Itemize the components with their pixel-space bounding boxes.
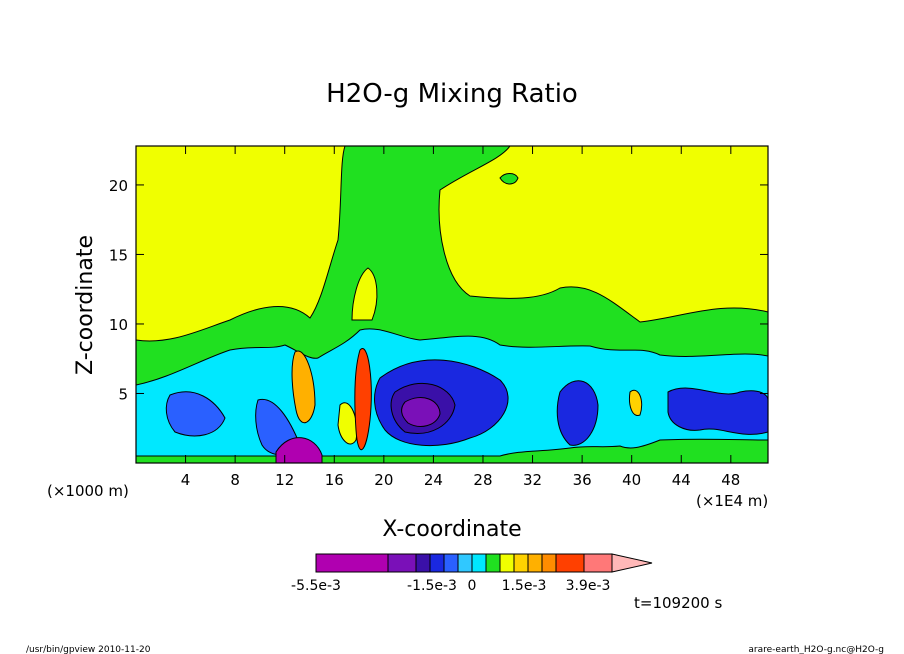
x-tick-label: 24 bbox=[424, 471, 443, 489]
colorbar-swatch bbox=[583, 553, 613, 573]
x-tick-label: 8 bbox=[230, 471, 240, 489]
colorbar-label: 0 bbox=[468, 578, 477, 594]
x-tick-label: 4 bbox=[181, 471, 191, 489]
x-tick-label: 20 bbox=[374, 471, 393, 489]
contour-region-purple-base bbox=[275, 437, 323, 463]
footer-left: /usr/bin/gpview 2010-11-20 bbox=[26, 645, 151, 654]
x-tick-label: 36 bbox=[573, 471, 592, 489]
colorbar-swatch bbox=[499, 553, 515, 573]
chart-title: H2O-g Mixing Ratio bbox=[326, 79, 578, 109]
contour-region-blue-36 bbox=[556, 380, 599, 446]
x-tick-label: 32 bbox=[523, 471, 542, 489]
x-axis: 4 8 12 16 20 24 28 32 36 40 44 48 bbox=[181, 146, 740, 489]
contour-region-purple-center bbox=[401, 397, 441, 427]
time-annotation: t=109200 s bbox=[634, 594, 722, 612]
colorbar-swatch bbox=[429, 553, 445, 573]
colorbar-swatch bbox=[457, 553, 473, 573]
x-unit-label-secondary: (×1E4 m) bbox=[696, 492, 768, 510]
colorbar-swatch bbox=[555, 553, 585, 573]
colorbar-swatch bbox=[443, 553, 459, 573]
y-axis-title: Z-coordinate bbox=[73, 235, 98, 375]
x-tick-label: 40 bbox=[622, 471, 641, 489]
colorbar-swatch bbox=[513, 553, 529, 573]
colorbar-swatch bbox=[387, 553, 417, 573]
y-tick-label: 15 bbox=[109, 246, 128, 264]
colorbar-swatch bbox=[415, 553, 431, 573]
colorbar-swatch bbox=[315, 553, 389, 573]
colorbar-swatch bbox=[485, 553, 501, 573]
colorbar-swatch bbox=[527, 553, 543, 573]
x-tick-label: 48 bbox=[721, 471, 740, 489]
x-tick-label: 44 bbox=[672, 471, 691, 489]
y-tick-label: 5 bbox=[118, 385, 128, 403]
contour-region-yellow-island bbox=[351, 267, 378, 321]
contour-region-red-core bbox=[354, 347, 372, 451]
x-axis-title: X-coordinate bbox=[382, 517, 521, 542]
colorbar-labels: -5.5e-3 -1.5e-3 0 1.5e-3 3.9e-3 bbox=[291, 578, 610, 594]
contour-field bbox=[136, 146, 768, 463]
colorbar-label: -1.5e-3 bbox=[407, 578, 457, 594]
contour-region-green-island bbox=[499, 173, 519, 185]
contour-region-orange-plume bbox=[291, 350, 316, 423]
contour-region-blue-right bbox=[667, 387, 768, 435]
x-tick-label: 28 bbox=[473, 471, 492, 489]
colorbar-arrow bbox=[611, 553, 653, 573]
x-tick-label: 12 bbox=[275, 471, 294, 489]
contour-region-yellow-plume bbox=[337, 402, 358, 445]
y-tick-label: 20 bbox=[109, 177, 128, 195]
contour-region-orange-small bbox=[629, 389, 643, 416]
colorbar-label: 3.9e-3 bbox=[566, 578, 611, 594]
colorbar bbox=[315, 553, 653, 573]
colorbar-swatch bbox=[541, 553, 557, 573]
x-tick-label: 16 bbox=[325, 471, 344, 489]
y-axis: 5 10 15 20 bbox=[109, 177, 768, 403]
footer-right: arare-earth_H2O-g.nc@H2O-g bbox=[748, 645, 884, 654]
colorbar-label: -5.5e-3 bbox=[291, 578, 341, 594]
x-unit-label: (×1000 m) bbox=[47, 482, 129, 500]
colorbar-swatch bbox=[471, 553, 487, 573]
plot-frame bbox=[135, 145, 769, 464]
y-tick-label: 10 bbox=[109, 316, 128, 334]
colorbar-label: 1.5e-3 bbox=[502, 578, 547, 594]
contour-region-blue-left bbox=[165, 391, 226, 437]
